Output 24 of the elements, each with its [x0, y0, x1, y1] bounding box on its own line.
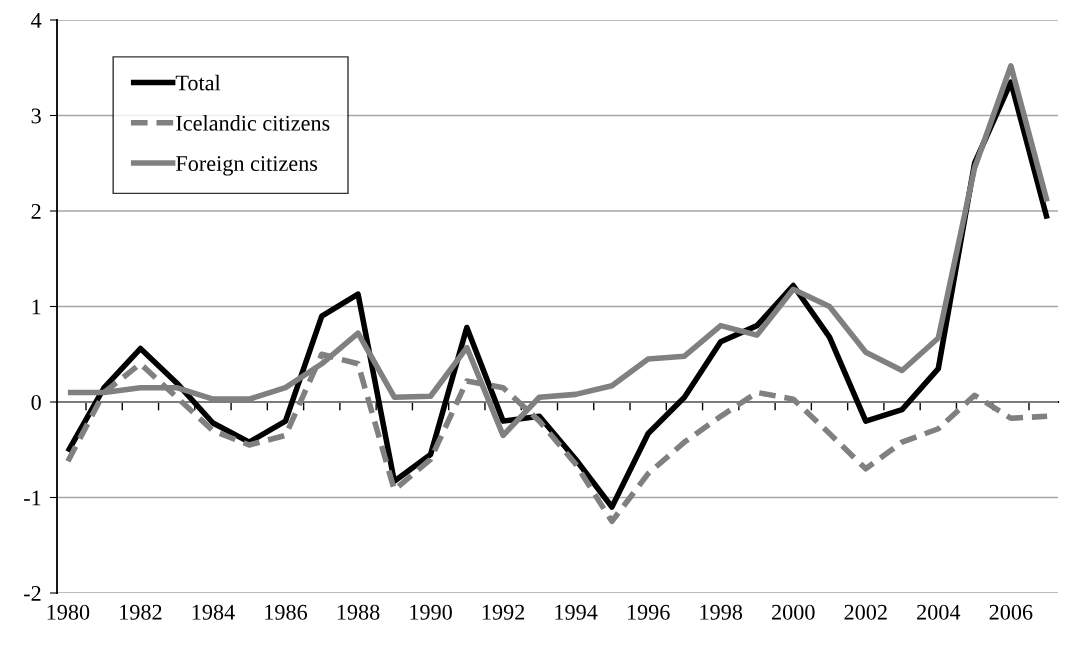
x-tick-label: 1998	[700, 604, 743, 620]
y-tick-label: 3	[31, 108, 41, 124]
x-tick-label: 2002	[844, 604, 887, 620]
y-tick-label: -2	[24, 585, 41, 601]
x-tick-label: 1984	[192, 604, 235, 620]
x-tick-label: 1988	[337, 604, 380, 620]
y-tick-label: 0	[31, 394, 41, 410]
x-tick-label: 2006	[989, 604, 1033, 620]
x-tick-label: 1980	[47, 604, 90, 620]
legend-label: Total	[175, 74, 221, 91]
x-tick-label: 1986	[265, 604, 308, 620]
x-tick-label: 2004	[917, 604, 961, 620]
y-tick-label: -1	[24, 490, 41, 506]
y-tick-label: 2	[31, 203, 41, 219]
legend-label: Icelandic citizens	[176, 115, 330, 131]
y-tick-label: 4	[31, 13, 42, 28]
y-tick-label: 1	[32, 299, 41, 315]
x-tick-label: 1982	[120, 604, 162, 620]
x-tick-label: 2000	[772, 604, 815, 620]
x-tick-label: 1996	[627, 604, 670, 620]
x-tick-label: 1990	[410, 604, 452, 620]
x-tick-label: 1994	[555, 604, 598, 620]
legend-label: Foreign citizens	[176, 156, 318, 176]
x-tick-label: 1992	[482, 604, 525, 620]
